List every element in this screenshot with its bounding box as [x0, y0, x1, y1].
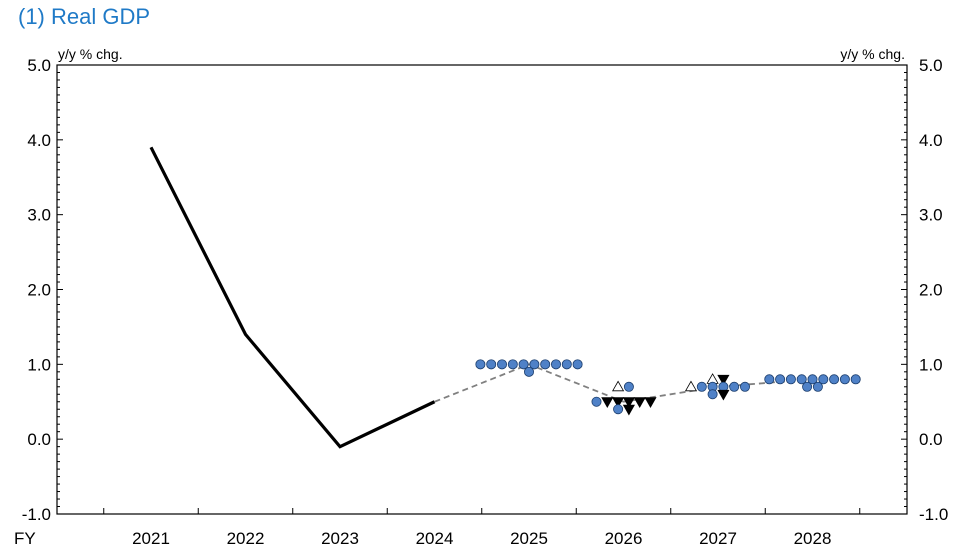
forecast-dot-circle	[829, 374, 840, 385]
forecast-dot-circle	[785, 374, 796, 385]
y-tick-label-right: 1.0	[919, 355, 943, 374]
forecast-dot-circle	[740, 381, 751, 392]
forecast-dot-down-triangle	[633, 397, 646, 408]
forecast-dot-circle	[507, 359, 518, 370]
forecast-dot-circle	[707, 389, 718, 400]
forecast-dot-down-triangle	[644, 397, 657, 408]
forecast-dot-circle	[540, 359, 551, 370]
axis-labels: -1.0 -1.0 0.0 0.0 1.0 1.0 2.0 2.0 3.0 3.0 4.0 4.0 5.…	[14, 46, 948, 548]
y-tick-label-right: 3.0	[919, 206, 943, 225]
x-tick-label: 2027	[699, 529, 737, 548]
forecast-dot-down-triangle	[717, 374, 730, 386]
y-tick-label-left: 2.0	[27, 281, 51, 300]
forecast-dot-circle	[623, 381, 634, 392]
forecast-dot-circle	[572, 359, 583, 370]
forecast-dot-circle	[551, 359, 562, 370]
forecast-dot-down-triangle	[622, 397, 635, 408]
forecast-dot-circle	[475, 359, 486, 370]
forecast-dot-circle	[850, 374, 861, 385]
axes	[56, 64, 908, 515]
forecast-dot-circle	[764, 374, 775, 385]
forecast-dot-circle	[807, 374, 818, 385]
x-tick-label: 2028	[794, 529, 832, 548]
forecast-dot-circle	[591, 396, 602, 407]
chart-title: (1) Real GDP	[18, 4, 151, 29]
forecast-dot-circle	[518, 359, 529, 370]
forecast-dot-down-triangle	[601, 397, 614, 408]
forecast-dot-down-triangle	[622, 404, 635, 416]
plot-frame	[56, 64, 908, 515]
y-tick-label-right: 4.0	[919, 131, 943, 150]
series-lines	[149, 146, 813, 449]
x-tick-label: 2023	[321, 529, 359, 548]
x-tick-label: 2022	[227, 529, 265, 548]
forecast-dot-circle	[796, 374, 807, 385]
forecast-dot-down-triangle	[717, 389, 730, 401]
forecast-dot-circle	[818, 374, 829, 385]
forecast-dot-circle	[775, 374, 786, 385]
forecast-dot-circle	[802, 381, 813, 392]
y-tick-label-left: 5.0	[27, 56, 51, 75]
forecast-dot-circle	[839, 374, 850, 385]
y-tick-label-left: -1.0	[22, 505, 51, 524]
x-tick-label: 2024	[416, 529, 454, 548]
y-unit-label-right: y/y % chg.	[840, 46, 905, 62]
x-tick-label: 2026	[605, 529, 643, 548]
forecast-dot-circle	[561, 359, 572, 370]
forecast-dot-circle	[812, 381, 823, 392]
forecast-dot-circle	[486, 359, 497, 370]
y-tick-label-left: 1.0	[27, 355, 51, 374]
forecast-dots	[475, 359, 861, 416]
forecast-dot-down-triangle	[612, 397, 625, 408]
minor-ticks	[57, 64, 907, 515]
forecast-median-line	[434, 363, 813, 403]
forecast-dot-circle	[524, 366, 535, 377]
y-tick-label-right: 2.0	[919, 281, 943, 300]
y-tick-label-right: 5.0	[919, 56, 943, 75]
forecast-dot-circle	[529, 359, 540, 370]
y-tick-label-right: 0.0	[919, 430, 943, 449]
y-unit-label-left: y/y % chg.	[58, 46, 123, 62]
actual-line	[149, 146, 436, 449]
forecast-dot-circle	[696, 381, 707, 392]
x-tick-label: 2025	[510, 529, 548, 548]
y-tick-label-left: 4.0	[27, 131, 51, 150]
forecast-dot-circle	[729, 381, 740, 392]
forecast-dot-circle	[496, 359, 507, 370]
y-tick-label-right: -1.0	[919, 505, 948, 524]
x-axis-label: FY	[14, 529, 36, 548]
forecast-dot-up-triangle	[684, 380, 698, 392]
x-tick-label: 2021	[132, 529, 170, 548]
forecast-dot-up-triangle	[612, 380, 625, 392]
forecast-dot-circle	[613, 404, 624, 415]
y-tick-label-left: 3.0	[27, 206, 51, 225]
y-tick-label-left: 0.0	[27, 430, 51, 449]
